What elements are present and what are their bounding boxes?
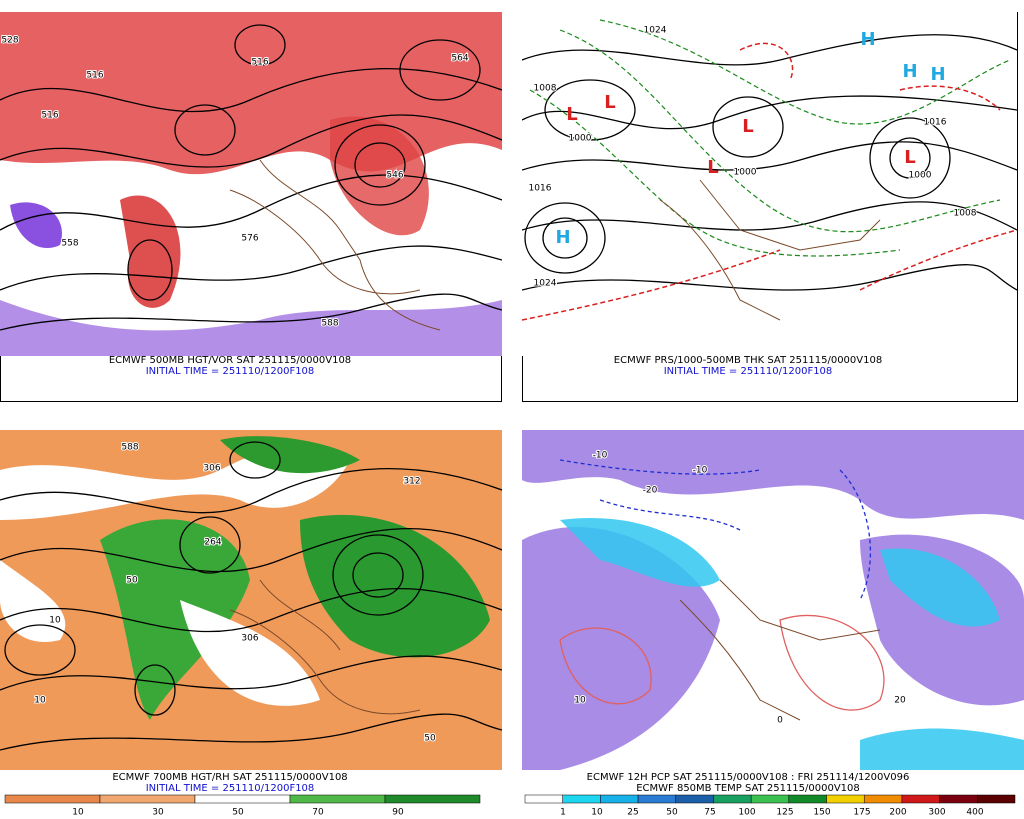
colorbar-label: 50 [666,808,678,818]
contour-label: 588 [321,319,338,329]
colorbar-label: 50 [232,808,244,818]
contour-label: -10 [693,466,708,476]
contour-label: 264 [204,538,221,548]
colorbar-segment [977,794,1016,804]
contour-label: 528 [1,36,18,46]
colorbar-label: 200 [889,808,906,818]
colorbar-label: 25 [627,808,638,818]
colorbar-label: 70 [312,808,324,818]
contour-label: 546 [386,171,403,181]
colorbar-segment [675,794,714,804]
subcaption: INITIAL TIME = 251110/1200F108 [146,783,315,794]
contour-label: 0 [777,716,783,726]
contour-label: 1000 [734,168,757,178]
colorbar-label: 150 [813,808,830,818]
colorbar-segment [863,794,903,804]
subcaption: INITIAL TIME = 251110/1200F108 [146,366,315,377]
colorbar-segment [750,794,790,804]
map-pressure [522,12,1017,356]
contour-label: 10 [34,696,46,706]
contour-label: 1008 [534,84,557,94]
pressure-center: L [707,157,718,178]
overlay: ECMWF 500MB HGT/VOR SAT 251115/0000V108I… [0,25,1016,818]
caption: ECMWF 700MB HGT/RH SAT 251115/0000V108 [112,772,347,783]
subcaption: INITIAL TIME = 251110/1200F108 [664,366,833,377]
colorbar-segment [600,794,639,804]
caption: ECMWF PRS/1000-500MB THK SAT 251115/0000… [614,355,882,366]
contour-label: 50 [126,576,138,586]
contour-label: 576 [241,234,258,244]
contour-label: -10 [593,451,608,461]
colorbar-label: 75 [704,808,715,818]
pressure-center: L [904,147,915,168]
map-700mb [0,430,502,770]
pressure-center: H [930,64,945,85]
colorbar-label: 100 [738,808,755,818]
contour-label: 588 [121,443,138,453]
colorbar-label: 10 [72,808,84,818]
caption: ECMWF 500MB HGT/VOR SAT 251115/0000V108 [109,355,351,366]
colorbar-label: 10 [591,808,603,818]
colorbar-segment [637,794,677,804]
pressure-center: H [902,61,917,82]
contour-label: 1000 [569,134,592,144]
contour-label: 564 [451,54,468,64]
pressure-center: L [742,116,753,137]
colorbar-segment [524,794,563,804]
contour-label: 10 [574,696,586,706]
pressure-center: L [604,92,615,113]
colorbar-segment [289,794,386,804]
pressure-center: L [566,104,577,125]
contour-label: 1008 [954,209,977,219]
contour-label: 1024 [644,26,667,36]
colorbar-segment [901,794,940,804]
colorbar-label: 400 [966,808,983,818]
colorbar-segment [384,794,481,804]
colorbar-segment [4,794,101,804]
colorbar-label: 1 [560,808,566,818]
contour-label: 306 [203,464,220,474]
colorbar-segment [826,794,865,804]
map-precip [522,430,1024,770]
contour-label: 10 [49,616,61,626]
contour-label: 1016 [924,118,947,128]
contour-label: 50 [424,734,436,744]
contour-label: -20 [643,486,658,496]
contour-label: 558 [61,239,78,249]
map-500mb [0,12,502,356]
caption: ECMWF 12H PCP SAT 251115/0000V108 : FRI … [587,772,910,783]
colorbar-segment [788,794,827,804]
contour-label: 312 [403,477,420,487]
contour-label: 516 [41,111,58,121]
colorbar-label: 90 [392,808,404,818]
contour-label: 1016 [529,184,552,194]
colorbar-label: 30 [152,808,164,818]
subcaption: ECMWF 850MB TEMP SAT 251115/0000V108 [636,783,860,794]
colorbar-segment [939,794,978,804]
contour-label: 1024 [534,279,557,289]
colorbar-label: 300 [928,808,945,818]
contour-label: 516 [251,58,268,68]
contour-label: 306 [241,634,258,644]
contour-label: 516 [86,71,103,81]
pressure-center: H [860,29,875,50]
contour-label: 1000 [909,171,932,181]
colorbar-label: 175 [853,808,870,818]
colorbar-segment [713,794,752,804]
pressure-center: H [555,227,570,248]
colorbar-segment [562,794,601,804]
colorbar-segment [194,794,291,804]
contour-label: 20 [894,696,906,706]
colorbar-segment [99,794,196,804]
colorbar-label: 125 [776,808,793,818]
